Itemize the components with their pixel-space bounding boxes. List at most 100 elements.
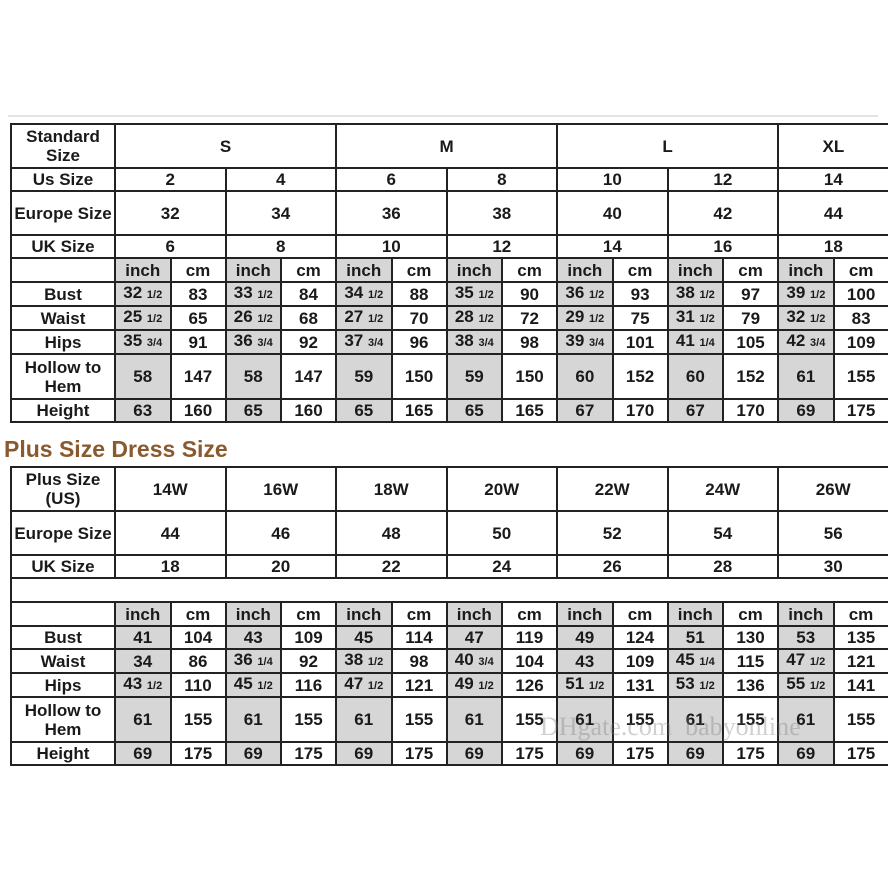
cm-value: 175	[390, 741, 448, 766]
size-value: 10	[335, 234, 448, 259]
cm-value: 152	[722, 353, 780, 400]
cm-value: 175	[280, 741, 337, 766]
fraction: 1/2	[367, 313, 384, 325]
size-row: Europe Size 32 34 36 38 40 42 44	[10, 190, 888, 236]
inch-value: 39 3/4	[556, 329, 614, 355]
inch-value: 39 1/2	[777, 281, 835, 307]
cm-value: 98	[390, 648, 448, 674]
inch-value: 41	[114, 625, 172, 650]
cm-value: 175	[832, 741, 888, 766]
cm-value: 93	[611, 281, 669, 307]
fraction: 1/2	[810, 313, 826, 325]
inch-value: 61	[777, 696, 835, 743]
measure-row-waist: Waist 25 1/2 65 26 1/2 68 27 1/2 70 28 1/2 72 29 …	[10, 305, 888, 331]
size-value: 14	[777, 167, 888, 192]
inch-value: 60	[666, 353, 725, 400]
fraction: 1/4	[257, 656, 273, 668]
inch-value: 43	[224, 625, 282, 650]
row-label: Hips	[10, 672, 116, 698]
cm-value: 86	[169, 648, 227, 674]
fraction: 1/2	[588, 680, 605, 692]
row-label: Bust	[10, 281, 116, 307]
size-value: 6	[335, 167, 448, 192]
inch-value: 69	[335, 741, 393, 766]
inch-value: 45 1/4	[666, 648, 724, 674]
row-label: UK Size	[10, 234, 116, 259]
cm-value: 135	[832, 625, 888, 650]
cm-value: 104	[501, 648, 558, 674]
cm-value: 155	[169, 696, 227, 743]
measure-row-height: Height 63 160 65 160 65 165 65 165 67 170 67 170 69 17…	[10, 398, 888, 423]
inch-value: 69	[114, 741, 172, 766]
blank-row	[10, 577, 888, 603]
size-group-l: L	[556, 123, 780, 169]
fraction: 1/2	[478, 680, 494, 692]
fraction: 1/2	[367, 289, 384, 301]
size-value: 10	[556, 167, 669, 192]
cm-value: 147	[279, 353, 338, 400]
inch-value: 25 1/2	[114, 305, 172, 331]
size-value: 20	[224, 554, 337, 579]
standard-size-table: Standard Size S M L XL Us Size 2 4 6 8 10 12 14 Europ…	[10, 123, 888, 423]
size-value: 36	[335, 190, 448, 236]
size-row: Europe Size 44 46 48 50 52 54 56	[10, 510, 888, 556]
row-label: Bust	[10, 625, 116, 650]
inch-value: 65	[445, 398, 504, 423]
cm-value: 155	[501, 696, 558, 743]
size-value: 24	[445, 554, 558, 579]
fraction: 3/4	[478, 656, 494, 668]
size-value: 8	[224, 234, 338, 259]
size-value: 44	[777, 190, 888, 236]
fraction: 1/2	[146, 313, 163, 325]
inch-value: 63	[114, 398, 172, 423]
cm-value: 121	[390, 672, 448, 698]
unit-cm: cm	[279, 257, 338, 283]
row-label	[10, 257, 116, 283]
unit-inch: inch	[666, 257, 725, 283]
inch-value: 34 1/2	[335, 281, 393, 307]
unit-cm: cm	[832, 601, 888, 627]
fraction: 3/4	[146, 337, 163, 349]
inch-value: 61	[556, 696, 614, 743]
cm-value: 175	[722, 741, 779, 766]
inch-value: 38 1/2	[666, 281, 725, 307]
cm-value: 101	[611, 329, 669, 355]
unit-inch: inch	[666, 601, 724, 627]
size-value: 8	[445, 167, 559, 192]
unit-row: inch cm inch cm inch cm inch cm inch cm inch cm inch…	[10, 601, 888, 627]
cm-value: 84	[279, 281, 338, 307]
inch-value: 69	[224, 741, 282, 766]
inch-value: 43 1/2	[114, 672, 172, 698]
unit-cm: cm	[722, 601, 779, 627]
inch-value: 36 1/2	[556, 281, 614, 307]
fraction: 1/2	[478, 313, 494, 325]
unit-inch: inch	[445, 601, 503, 627]
cm-value: 90	[501, 281, 559, 307]
size-group-xl: XL	[777, 123, 888, 169]
cm-value: 170	[611, 398, 669, 423]
size-value: 44	[114, 510, 227, 556]
size-value: 54	[666, 510, 779, 556]
inch-value: 28 1/2	[445, 305, 504, 331]
cm-value: 175	[611, 741, 669, 766]
unit-cm: cm	[722, 257, 780, 283]
row-label	[10, 601, 116, 627]
inch-value: 35 1/2	[445, 281, 504, 307]
size-row: Plus Size (US) 14W 16W 18W 20W 22W 24W 26W	[10, 466, 888, 512]
size-value: 14W	[114, 466, 227, 512]
cm-value: 97	[722, 281, 780, 307]
cm-value: 155	[832, 353, 888, 400]
inch-value: 69	[556, 741, 614, 766]
inch-value: 69	[777, 741, 835, 766]
cm-value: 136	[722, 672, 779, 698]
cm-value: 175	[832, 398, 888, 423]
size-row: UK Size 18 20 22 24 26 28 30	[10, 554, 888, 579]
inch-value: 29 1/2	[556, 305, 614, 331]
row-label: Us Size	[10, 167, 116, 192]
inch-value: 60	[556, 353, 614, 400]
inch-value: 67	[666, 398, 725, 423]
cm-value: 155	[722, 696, 779, 743]
measure-row-waist: Waist 34 86 36 1/4 92 38 1/2 98 40 3/4 104 43 109 4…	[10, 648, 888, 674]
fraction: 1/4	[699, 337, 715, 349]
cm-value: 150	[390, 353, 448, 400]
